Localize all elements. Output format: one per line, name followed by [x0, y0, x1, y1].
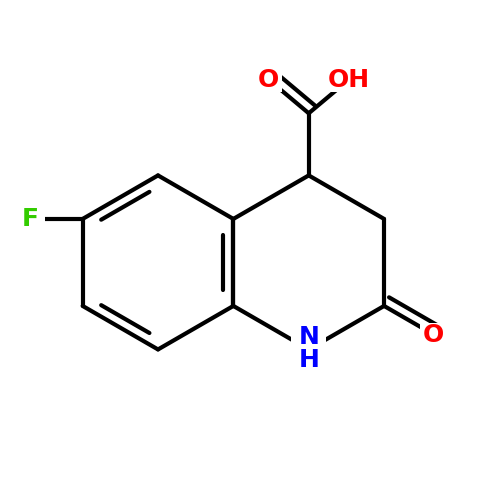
Text: H: H — [298, 348, 319, 372]
FancyBboxPatch shape — [255, 68, 282, 92]
Text: OH: OH — [328, 68, 370, 92]
Text: N: N — [298, 325, 319, 349]
FancyBboxPatch shape — [16, 207, 46, 231]
Text: F: F — [22, 207, 39, 231]
FancyBboxPatch shape — [332, 68, 366, 92]
Text: O: O — [258, 68, 280, 92]
FancyBboxPatch shape — [420, 322, 448, 346]
Text: O: O — [423, 322, 444, 346]
FancyBboxPatch shape — [292, 328, 326, 370]
